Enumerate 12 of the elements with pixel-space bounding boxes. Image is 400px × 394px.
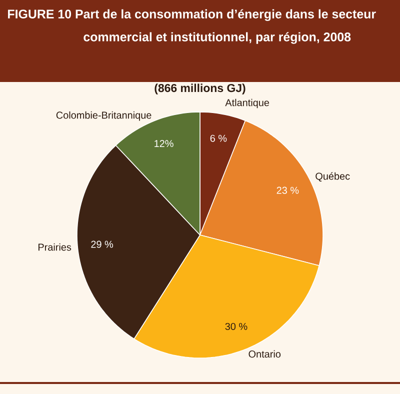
- slice-label: Québec: [316, 172, 350, 182]
- data-label: 23 %: [276, 186, 299, 194]
- data-label: 30 %: [225, 322, 248, 330]
- slice-label: Colombie-Britannique: [56, 111, 152, 121]
- data-label: 29 %: [91, 240, 114, 248]
- data-label: 12%: [154, 140, 174, 148]
- chart-subtitle: (866 millions GJ): [154, 84, 246, 94]
- slice-label: Ontario: [248, 350, 281, 358]
- slice-label: Prairies: [38, 243, 72, 251]
- chart-title: FIGURE 10 Part de la consommation d’énergie dans le secteur commercial et institutionnel, par région, 2008: [8, 9, 376, 44]
- data-label: 6 %: [210, 134, 227, 142]
- slice-label: Atlantique: [225, 98, 270, 108]
